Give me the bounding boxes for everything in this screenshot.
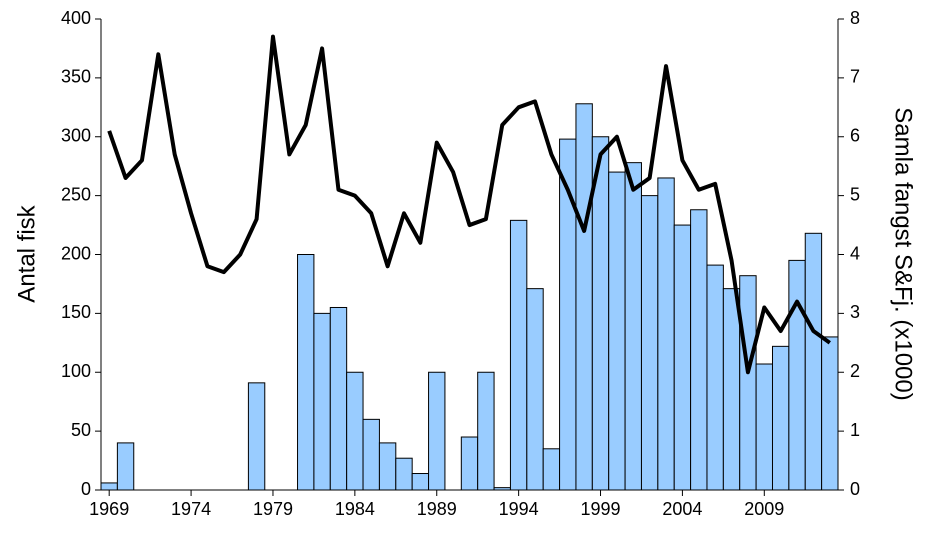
bar xyxy=(788,259,806,491)
y-tick-label: 400 xyxy=(61,8,91,28)
bar xyxy=(313,312,331,491)
bar xyxy=(411,473,430,491)
bar xyxy=(673,224,692,491)
y2-tick-label: 8 xyxy=(850,8,860,28)
y2-tick-label: 0 xyxy=(850,479,860,499)
bar xyxy=(608,171,626,491)
y2-tick-label: 2 xyxy=(850,361,860,381)
bar xyxy=(771,345,790,491)
x-tick-label: 1984 xyxy=(335,499,375,519)
bar xyxy=(329,306,348,491)
x-tick-label: 1979 xyxy=(253,499,293,519)
bar xyxy=(460,436,479,491)
bar xyxy=(739,275,757,491)
y2-tick-label: 6 xyxy=(850,126,860,146)
bar xyxy=(428,371,446,491)
y-tick-label: 250 xyxy=(61,184,91,204)
y-axis-title: Antal fisk xyxy=(13,204,40,302)
bar xyxy=(526,288,544,491)
bar xyxy=(640,195,659,491)
x-tick-label: 1999 xyxy=(580,499,620,519)
y-tick-label: 300 xyxy=(61,126,91,146)
bar xyxy=(575,103,593,491)
bar xyxy=(755,363,773,491)
bar xyxy=(362,418,380,491)
y2-tick-label: 3 xyxy=(850,302,860,322)
bar xyxy=(247,382,266,491)
bar xyxy=(706,264,724,491)
y-tick-label: 150 xyxy=(61,302,91,322)
bar xyxy=(378,442,397,491)
x-tick-label: 2004 xyxy=(662,499,702,519)
x-tick-label: 2009 xyxy=(744,499,784,519)
x-tick-label: 1989 xyxy=(417,499,457,519)
bar xyxy=(542,448,561,491)
y2-tick-label: 5 xyxy=(850,184,860,204)
x-tick-label: 1969 xyxy=(89,499,129,519)
bar xyxy=(821,336,839,491)
bar xyxy=(346,371,364,491)
bar xyxy=(116,442,135,491)
y-tick-label: 200 xyxy=(61,243,91,263)
y2-tick-label: 1 xyxy=(850,420,860,440)
y-tick-label: 100 xyxy=(61,361,91,381)
y-tick-label: 0 xyxy=(81,479,91,499)
bar xyxy=(477,371,495,491)
x-tick-label: 1994 xyxy=(499,499,539,519)
y2-tick-label: 4 xyxy=(850,243,860,263)
y-tick-label: 50 xyxy=(71,420,91,440)
x-tick-label: 1974 xyxy=(171,499,211,519)
bar xyxy=(297,254,315,491)
bar xyxy=(624,162,642,491)
bar xyxy=(657,177,675,491)
bar xyxy=(509,219,528,491)
y2-axis-title: Samla fangst S&Fj. (x1000) xyxy=(890,107,917,400)
line xyxy=(107,34,831,375)
bar xyxy=(804,232,823,491)
y-tick-label: 350 xyxy=(61,67,91,87)
bar xyxy=(722,288,741,491)
bar xyxy=(395,457,413,491)
bar xyxy=(100,482,118,491)
y2-tick-label: 7 xyxy=(850,67,860,87)
bar xyxy=(690,209,708,491)
